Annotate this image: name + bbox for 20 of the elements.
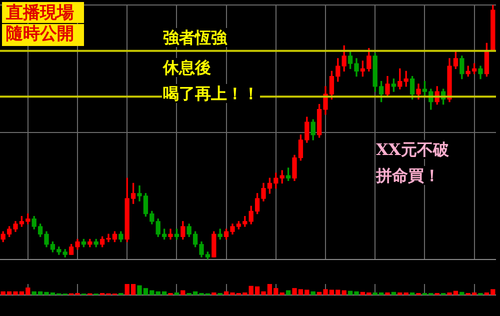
bar: [404, 292, 408, 295]
annotation: 休息後: [162, 58, 212, 78]
bar: [212, 292, 216, 295]
annotation: 強者恆強: [162, 28, 228, 48]
annotation: XX元不破: [376, 140, 449, 160]
bar: [180, 290, 186, 295]
bar: [342, 290, 346, 295]
bar: [385, 292, 390, 295]
bar: [391, 292, 396, 295]
bar: [410, 292, 415, 295]
bar: [398, 292, 402, 295]
bar: [286, 290, 291, 295]
annotation: 直播現場: [2, 2, 84, 24]
annotation: 隨時公開: [2, 24, 84, 46]
bar: [280, 292, 284, 295]
annotation: 喝了再上！！: [162, 84, 260, 104]
bar: [460, 292, 464, 295]
bar: [310, 291, 316, 295]
bar: [174, 292, 180, 295]
annotation: 拼命買！: [376, 166, 440, 186]
